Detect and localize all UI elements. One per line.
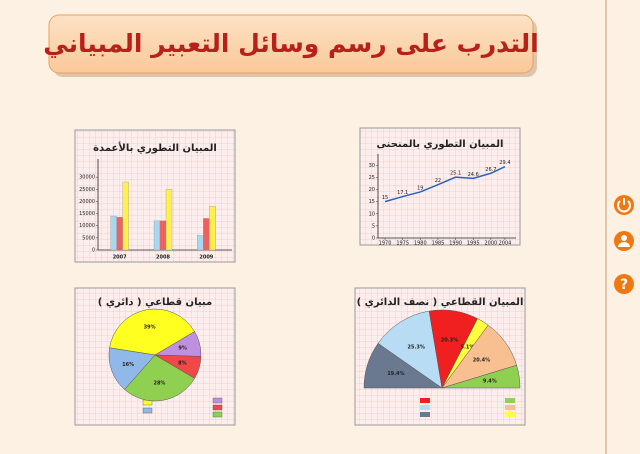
y-tick-label: 30 <box>369 163 375 169</box>
power-button[interactable] <box>614 195 634 215</box>
slice-label: 19.4% <box>387 371 404 377</box>
point-label: 26.7 <box>485 167 496 173</box>
point-label: 24.6 <box>468 172 479 178</box>
point-label: 17.1 <box>397 190 408 196</box>
semi-panel-title: المبيان القطاعي ( نصف الدائري ) <box>357 297 524 308</box>
slice-label: 16% <box>122 362 134 368</box>
pie-panel-title: مبيان قطاعي ( دائري ) <box>98 297 212 308</box>
y-tick-label: 5000 <box>82 235 95 241</box>
pie-legend <box>142 397 223 418</box>
x-tick-label: 1995 <box>467 241 480 247</box>
slice-label: 9.4% <box>483 378 497 384</box>
x-tick-label: 1970 <box>379 241 392 247</box>
point-label: 19 <box>417 185 423 191</box>
bar-panel-title: المبيان التطوري بالأعمدة <box>93 141 217 154</box>
line-panel <box>359 127 521 246</box>
y-tick-label: 0 <box>372 236 375 242</box>
bar <box>159 220 167 251</box>
slice-label: 20.4% <box>473 358 490 364</box>
x-tick-label: 1990 <box>449 241 462 247</box>
slice <box>441 364 521 389</box>
x-tick-label: 1975 <box>396 241 409 247</box>
title-box <box>48 14 534 74</box>
point-label: 29.4 <box>499 160 510 166</box>
slice-label: 20.3% <box>441 338 458 344</box>
slice-label: 9% <box>178 345 187 351</box>
bar <box>165 189 173 251</box>
y-tick-label: 25 <box>369 175 375 181</box>
bar <box>197 235 204 251</box>
y-tick-label: 15000 <box>79 211 95 217</box>
x-tick-label: 1980 <box>414 241 427 247</box>
bar <box>203 218 210 251</box>
y-tick-label: 10 <box>369 211 375 217</box>
x-tick-label: 2009 <box>199 255 213 261</box>
y-tick-label: 10000 <box>79 223 95 229</box>
x-tick-label: 1985 <box>432 241 445 247</box>
point-label: 15 <box>382 195 388 201</box>
y-tick-label: 20 <box>369 187 375 193</box>
slice-label: 5.1% <box>460 344 474 350</box>
svg-text:?: ? <box>620 277 628 293</box>
bar <box>209 206 216 251</box>
y-tick-label: 0 <box>92 248 95 254</box>
user-button[interactable] <box>614 231 634 251</box>
y-tick-label: 5 <box>372 223 375 229</box>
x-tick-label: 2007 <box>113 255 127 261</box>
slice <box>377 310 443 389</box>
line <box>384 166 506 203</box>
y-tick-label: 20000 <box>79 199 95 205</box>
bar <box>110 215 117 251</box>
slice <box>108 347 156 390</box>
x-tick-label: 2008 <box>156 255 170 261</box>
slice-label: 25.3% <box>408 345 425 351</box>
bar <box>116 217 123 251</box>
slice <box>109 308 195 356</box>
slice-label: 28% <box>153 381 165 387</box>
slice-label: 8% <box>178 360 187 366</box>
x-tick-label: 2004 <box>499 241 512 247</box>
point-label: 25.1 <box>450 171 461 177</box>
semi-legend <box>420 398 515 417</box>
x-tick-label: 2000 <box>484 241 497 247</box>
bar <box>122 181 129 251</box>
line-panel-title: المبيان التطوري بالمنحنى <box>377 139 504 150</box>
slice-label: 39% <box>144 324 156 330</box>
title: التدرب على رسم وسائل التعبير المبياني <box>43 29 538 59</box>
bar <box>153 220 161 251</box>
slice <box>124 354 195 402</box>
y-tick-label: 15 <box>369 199 375 205</box>
y-tick-label: 30000 <box>79 175 95 181</box>
y-tick-label: 25000 <box>79 187 95 193</box>
help-button[interactable]: ? <box>614 274 634 294</box>
point-label: 22 <box>435 178 441 184</box>
